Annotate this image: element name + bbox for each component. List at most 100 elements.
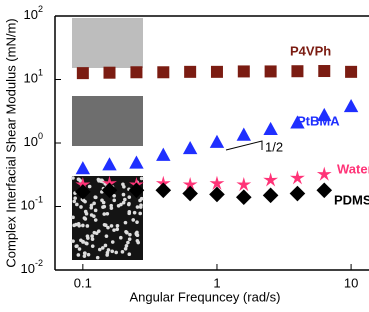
texture-dot — [112, 228, 116, 232]
marker — [129, 155, 143, 168]
marker — [77, 67, 89, 79]
texture-dot — [127, 210, 131, 214]
texture-dot — [140, 177, 144, 181]
marker — [211, 66, 223, 78]
inset-image — [72, 96, 143, 146]
texture-dot — [103, 223, 107, 227]
marker — [344, 99, 358, 112]
texture-dot — [136, 241, 140, 245]
texture-dot — [135, 220, 139, 224]
texture-dot — [91, 244, 95, 248]
texture-dot — [81, 224, 85, 228]
y-tick-label: 102 — [24, 4, 43, 22]
y-tick-label: 10-2 — [21, 258, 43, 276]
texture-dot — [121, 250, 125, 254]
texture-dot — [126, 241, 130, 245]
texture-dot — [116, 224, 120, 228]
marker — [263, 172, 278, 186]
marker — [157, 66, 169, 78]
series-label: PDMS — [334, 192, 369, 207]
texture-dot — [136, 205, 140, 209]
texture-dot — [74, 223, 78, 227]
texture-dot — [122, 193, 126, 197]
texture-dot — [84, 217, 88, 221]
texture-dot — [134, 232, 138, 236]
texture-dot — [128, 233, 132, 237]
marker — [103, 67, 115, 79]
y-tick-label: 10-1 — [21, 195, 43, 213]
slope-label: 1/2 — [265, 139, 283, 154]
texture-dot — [102, 212, 106, 216]
marker — [345, 66, 357, 78]
texture-dot — [127, 203, 131, 207]
marker — [184, 66, 196, 78]
texture-dot — [72, 200, 76, 204]
inset-image — [72, 18, 143, 68]
texture-dot — [94, 209, 98, 213]
texture-dot — [128, 252, 132, 256]
marker — [316, 182, 332, 198]
texture-dot — [85, 212, 89, 216]
series-label: PtBMA — [297, 113, 340, 128]
texture-dot — [125, 244, 129, 248]
texture-dot — [128, 237, 132, 241]
texture-dot — [138, 212, 142, 216]
texture-dot — [110, 224, 114, 228]
texture-dot — [139, 205, 143, 209]
marker — [290, 186, 306, 202]
texture-dot — [96, 256, 100, 260]
texture-dot — [115, 227, 119, 231]
marker — [317, 167, 332, 181]
marker — [265, 65, 277, 77]
x-axis-label: Angular Frequncey (rad/s) — [129, 289, 280, 304]
marker — [209, 187, 225, 203]
texture-dot — [123, 198, 127, 202]
texture-dot — [106, 226, 110, 230]
x-tick-label: 1 — [213, 275, 220, 290]
texture-dot — [94, 218, 98, 222]
marker — [291, 65, 303, 77]
texture-dot — [109, 204, 113, 208]
texture-dot — [91, 237, 95, 241]
marker — [238, 65, 250, 77]
texture-dot — [86, 224, 90, 228]
marker — [102, 157, 116, 170]
texture-dot — [94, 196, 98, 200]
texture-dot — [73, 196, 77, 200]
texture-dot — [124, 221, 128, 225]
texture-dot — [131, 218, 135, 222]
texture-dot — [106, 212, 110, 216]
texture-dot — [114, 251, 118, 255]
texture-dot — [88, 185, 92, 189]
texture-dot — [87, 253, 91, 257]
marker — [156, 148, 170, 161]
texture-dot — [122, 185, 126, 189]
marker — [318, 65, 330, 77]
marker — [263, 188, 279, 204]
texture-dot — [92, 202, 96, 206]
texture-dot — [133, 211, 137, 215]
texture-dot — [90, 234, 94, 238]
texture-dot — [119, 236, 123, 240]
slope-guide — [226, 141, 262, 150]
texture-dot — [140, 197, 144, 201]
y-tick-label: 100 — [24, 131, 43, 149]
y-axis-label: Complex Interfacial Shear Modulus (mN/m) — [3, 18, 18, 267]
marker — [210, 135, 224, 148]
marker — [183, 141, 197, 154]
x-tick-label: 0.1 — [74, 275, 92, 290]
texture-dot — [122, 201, 126, 205]
texture-dot — [71, 239, 75, 243]
y-tick-label: 101 — [24, 68, 43, 86]
chart: Angular Frequncey (rad/s) Complex Interf… — [0, 0, 369, 312]
texture-dot — [125, 231, 129, 235]
texture-dot — [112, 199, 116, 203]
texture-dot — [77, 253, 81, 257]
texture-dot — [83, 254, 87, 258]
texture-dot — [101, 205, 105, 209]
texture-dot — [75, 203, 79, 207]
texture-dot — [101, 246, 105, 250]
texture-dot — [111, 240, 115, 244]
texture-dot — [110, 249, 114, 253]
series-label: P4VPh — [290, 43, 331, 58]
